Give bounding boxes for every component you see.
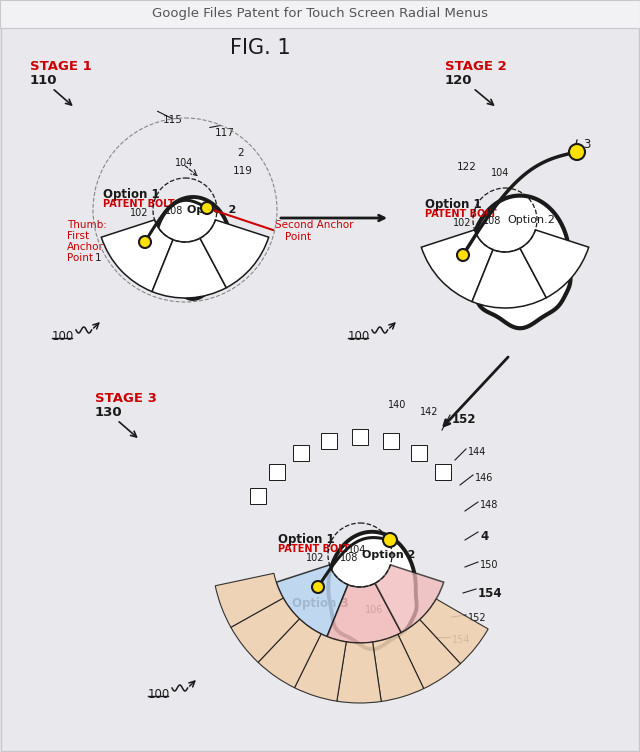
Circle shape	[312, 581, 324, 593]
FancyBboxPatch shape	[435, 463, 451, 480]
Text: STAGE 1: STAGE 1	[30, 60, 92, 73]
FancyBboxPatch shape	[250, 488, 266, 504]
Text: 1: 1	[95, 253, 102, 263]
Text: Point: Point	[67, 253, 93, 263]
FancyBboxPatch shape	[411, 445, 427, 461]
Text: 130: 130	[95, 406, 123, 419]
Text: 150: 150	[480, 560, 499, 570]
Text: 117: 117	[215, 128, 235, 138]
Text: Thumb:: Thumb:	[67, 220, 107, 230]
Text: 104: 104	[175, 158, 193, 168]
Polygon shape	[470, 196, 570, 328]
Wedge shape	[420, 599, 488, 664]
Text: 152: 152	[468, 613, 486, 623]
Text: PATENT BOLT: PATENT BOLT	[103, 199, 175, 209]
Wedge shape	[520, 230, 589, 298]
Text: Option 3: Option 3	[292, 597, 349, 610]
Wedge shape	[398, 620, 460, 689]
Text: 119: 119	[233, 166, 253, 176]
Text: 115: 115	[163, 115, 183, 125]
Circle shape	[383, 533, 397, 547]
Text: 144: 144	[468, 447, 486, 457]
Text: 152: 152	[452, 413, 477, 426]
Text: Optio  2: Optio 2	[187, 205, 236, 215]
Circle shape	[201, 202, 213, 214]
Text: 154: 154	[478, 587, 502, 600]
FancyBboxPatch shape	[0, 0, 640, 28]
Text: 154: 154	[452, 635, 470, 645]
Text: Option 1: Option 1	[103, 188, 159, 201]
Text: 108: 108	[483, 216, 501, 226]
Wedge shape	[421, 230, 493, 302]
Wedge shape	[215, 573, 284, 627]
Text: Google Files Patent for Touch Screen Radial Menus: Google Files Patent for Touch Screen Rad…	[152, 8, 488, 20]
Text: 142: 142	[420, 407, 438, 417]
Text: 104: 104	[348, 545, 366, 555]
Text: Option 3: Option 3	[117, 252, 173, 265]
Text: 140: 140	[388, 400, 406, 410]
Text: 108: 108	[340, 553, 358, 563]
Wedge shape	[276, 565, 348, 637]
Text: Option 2: Option 2	[362, 550, 415, 560]
Text: 100: 100	[52, 330, 74, 343]
FancyBboxPatch shape	[383, 433, 399, 449]
Text: 106: 106	[190, 262, 209, 272]
FancyBboxPatch shape	[352, 429, 368, 445]
FancyBboxPatch shape	[269, 463, 285, 480]
Text: PATENT BOLT: PATENT BOLT	[425, 209, 497, 219]
Circle shape	[457, 249, 469, 261]
Text: 104: 104	[491, 168, 509, 178]
FancyBboxPatch shape	[293, 445, 309, 461]
Text: Point: Point	[285, 232, 311, 242]
Text: 3: 3	[583, 138, 590, 151]
Text: 102: 102	[306, 553, 324, 563]
Text: 120: 120	[445, 74, 472, 87]
Circle shape	[569, 144, 585, 160]
Wedge shape	[327, 584, 401, 643]
Text: 102: 102	[453, 218, 472, 228]
Text: First: First	[67, 231, 89, 241]
Wedge shape	[258, 619, 321, 688]
Wedge shape	[294, 634, 346, 701]
Text: Second Anchor: Second Anchor	[275, 220, 353, 230]
Text: 106: 106	[510, 272, 529, 282]
Text: Option 1: Option 1	[425, 198, 482, 211]
Text: Option 1: Option 1	[278, 533, 335, 546]
Text: 108: 108	[165, 206, 184, 216]
Text: Option 3: Option 3	[440, 262, 497, 275]
Text: Anchor: Anchor	[67, 242, 104, 252]
Polygon shape	[328, 532, 417, 649]
Wedge shape	[337, 642, 381, 703]
Text: STAGE 2: STAGE 2	[445, 60, 507, 73]
Text: 148: 148	[480, 500, 499, 510]
Wedge shape	[200, 220, 269, 288]
Text: 146: 146	[475, 473, 493, 483]
Wedge shape	[231, 598, 300, 663]
Text: 122: 122	[457, 162, 477, 172]
Text: 100: 100	[148, 688, 170, 701]
FancyBboxPatch shape	[321, 433, 337, 449]
Text: PATENT BOLT: PATENT BOLT	[278, 544, 349, 554]
Text: 2: 2	[237, 148, 244, 158]
Wedge shape	[375, 565, 444, 632]
Wedge shape	[372, 635, 424, 702]
Text: 110: 110	[30, 74, 58, 87]
Text: Option.2: Option.2	[507, 215, 555, 225]
Text: STAGE 3: STAGE 3	[95, 392, 157, 405]
Text: 4: 4	[480, 530, 488, 543]
Text: 106: 106	[365, 605, 383, 615]
Text: 102: 102	[130, 208, 148, 218]
Text: FIG. 1: FIG. 1	[230, 38, 291, 58]
Wedge shape	[101, 220, 173, 292]
Wedge shape	[152, 238, 227, 298]
Wedge shape	[472, 248, 547, 308]
Polygon shape	[155, 197, 232, 299]
Text: 100: 100	[348, 330, 371, 343]
Circle shape	[139, 236, 151, 248]
